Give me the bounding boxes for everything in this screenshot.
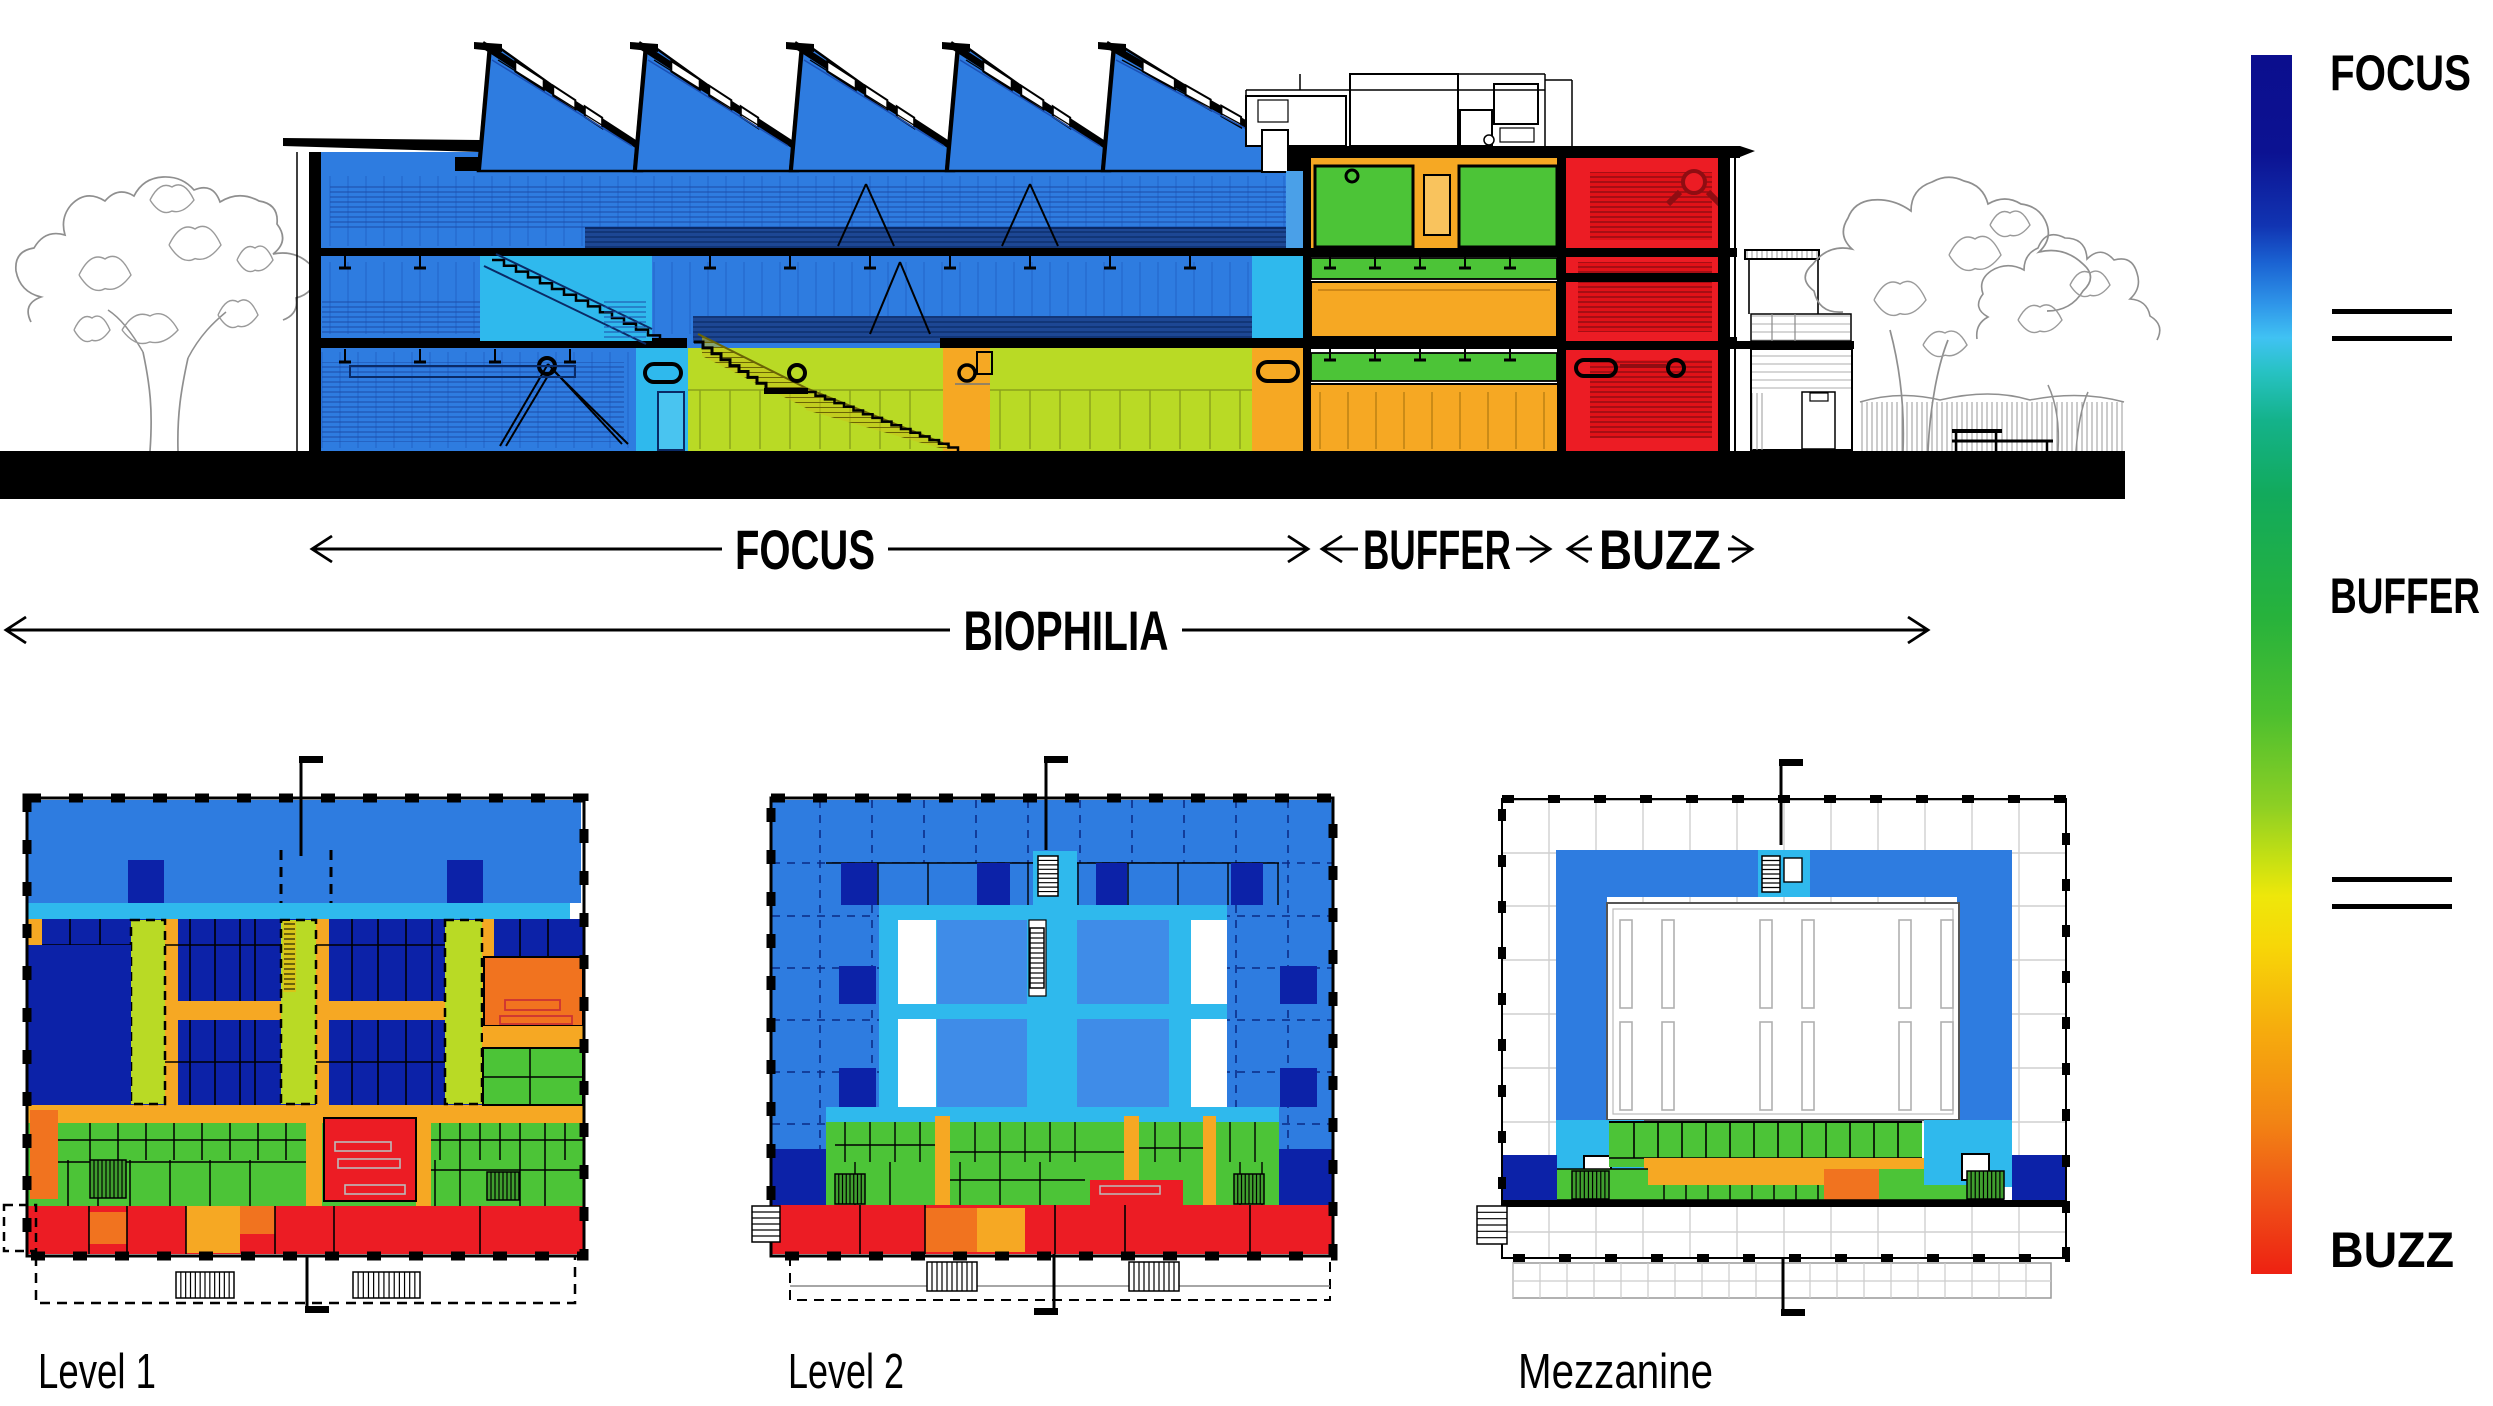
svg-text:Level 1: Level 1: [38, 1345, 156, 1399]
svg-text:FOCUS: FOCUS: [735, 518, 875, 581]
svg-text:FOCUS: FOCUS: [2330, 45, 2471, 101]
svg-text:BUZZ: BUZZ: [1599, 518, 1721, 581]
svg-text:BUZZ: BUZZ: [2330, 1222, 2454, 1278]
svg-text:BIOPHILIA: BIOPHILIA: [964, 599, 1169, 662]
svg-text:Mezzanine: Mezzanine: [1518, 1345, 1713, 1399]
svg-text:BUFFER: BUFFER: [2330, 568, 2480, 624]
svg-text:Level 2: Level 2: [788, 1345, 904, 1399]
svg-text:BUFFER: BUFFER: [1363, 518, 1511, 581]
